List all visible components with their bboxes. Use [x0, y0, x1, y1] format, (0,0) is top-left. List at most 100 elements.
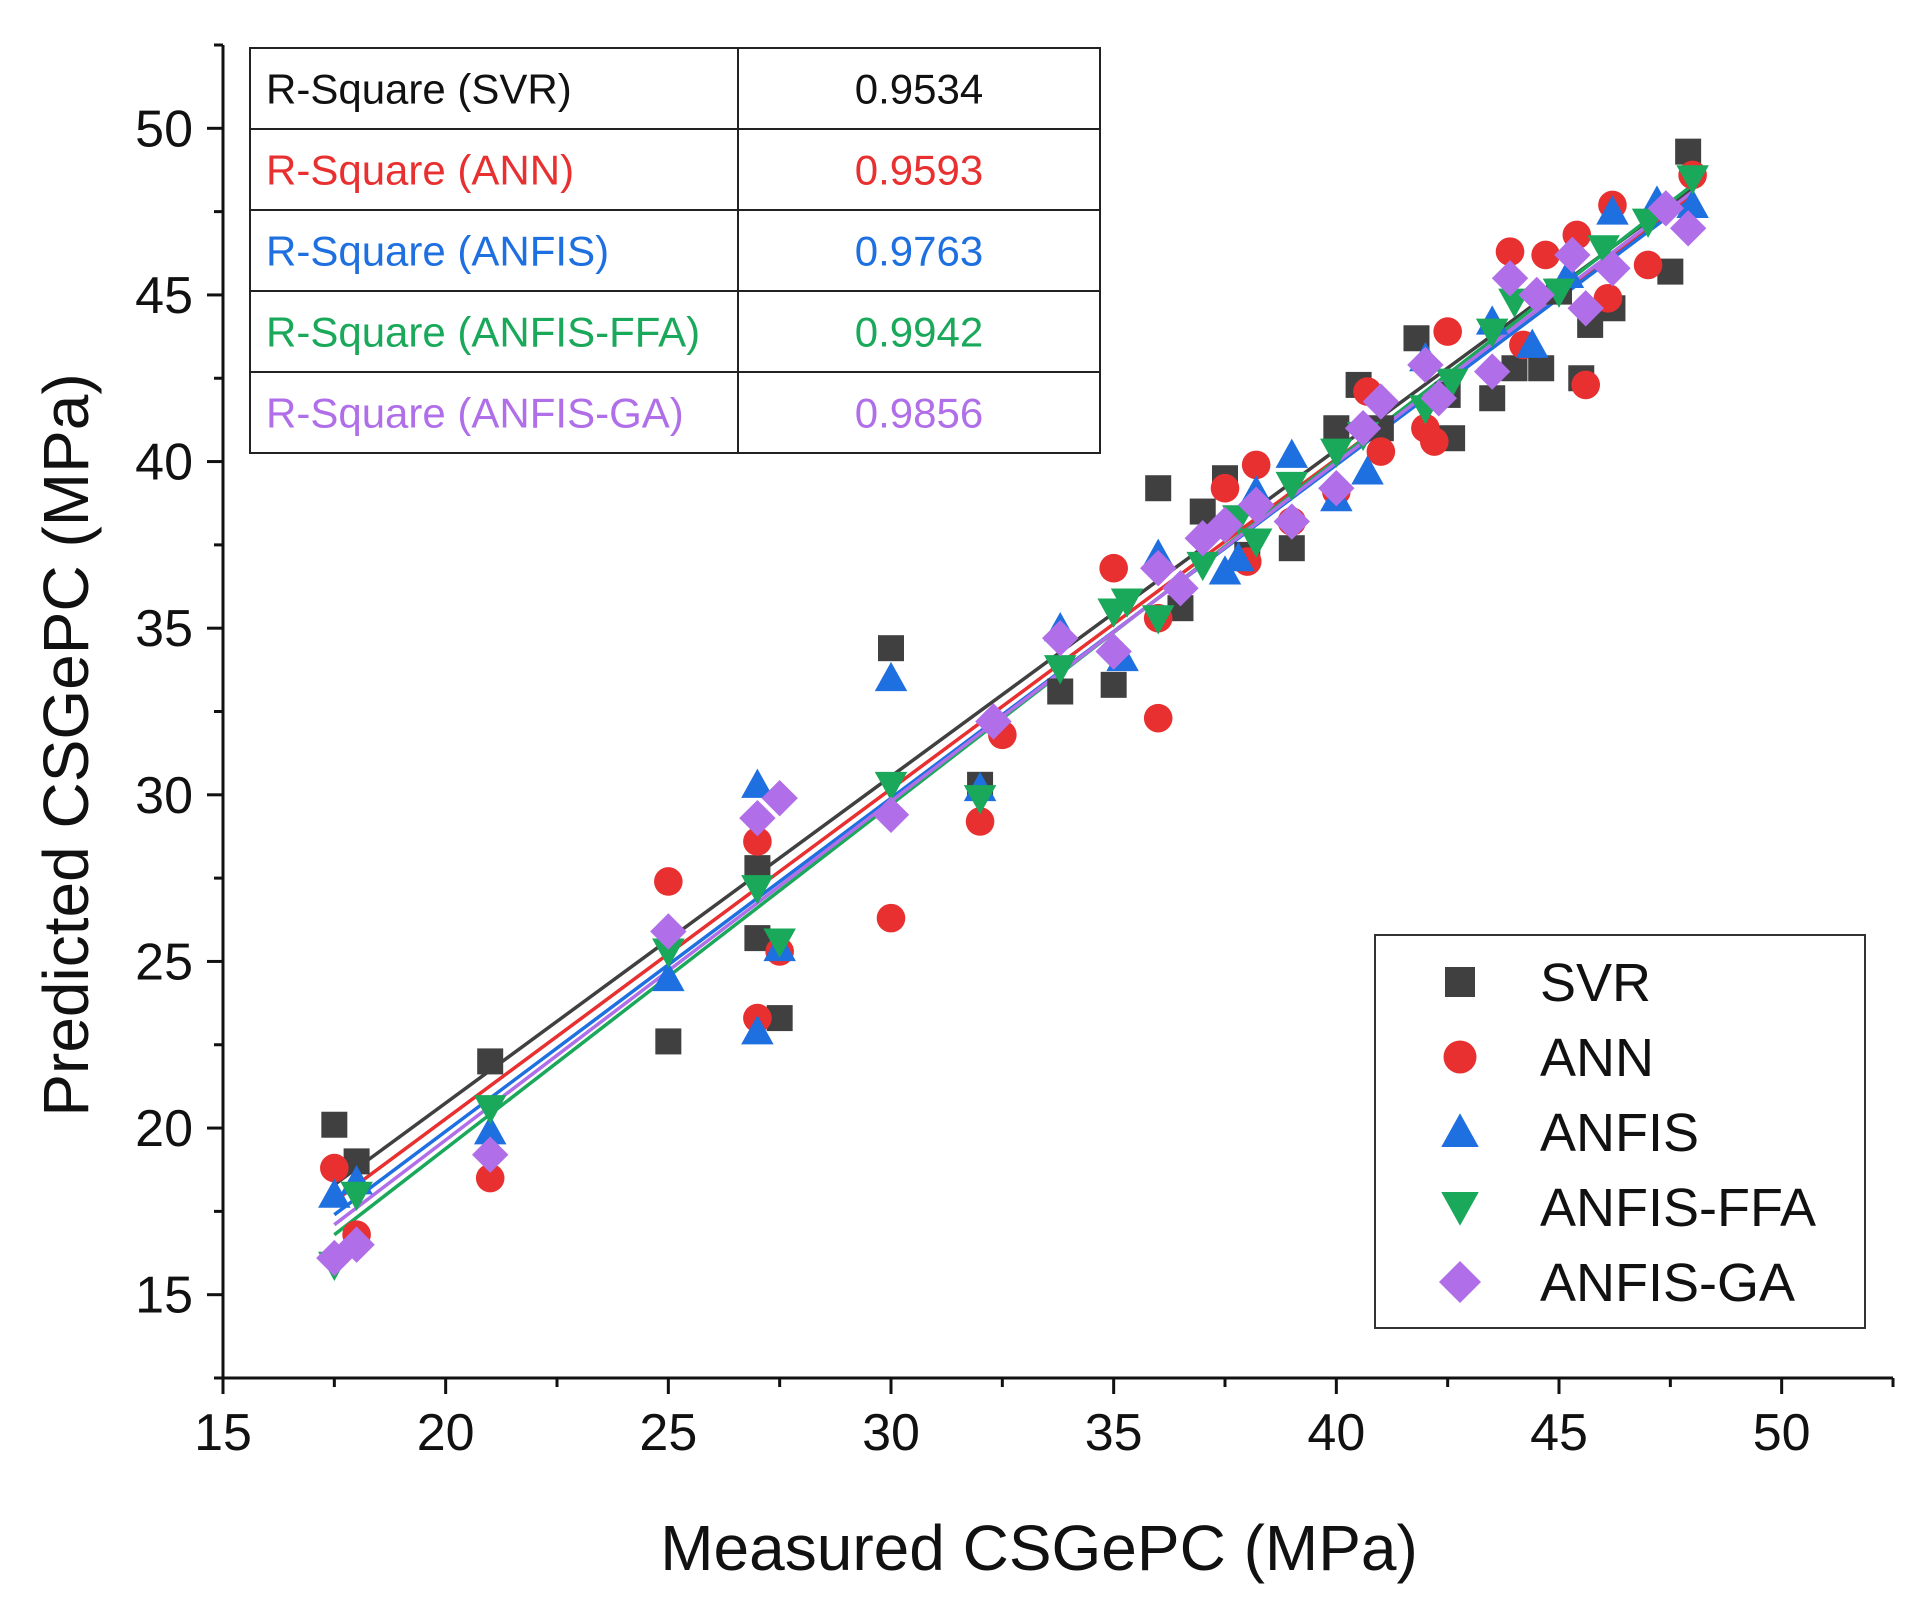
data-point	[874, 661, 908, 692]
data-point	[1099, 553, 1128, 583]
data-point	[1518, 276, 1555, 314]
table-value: 0.9856	[855, 390, 983, 437]
data-point	[763, 928, 796, 958]
table-label: R-Square (ANFIS)	[266, 228, 609, 275]
data-point	[878, 635, 904, 662]
data-point	[1571, 370, 1601, 400]
data-point	[340, 1181, 373, 1211]
x-tick-label: 30	[862, 1404, 920, 1462]
x-axis-label: Measured CSGePC (MPa)	[660, 1512, 1418, 1584]
y-tick-label: 20	[135, 1100, 193, 1158]
data-point	[1647, 190, 1685, 227]
data-point	[1474, 353, 1511, 390]
y-tick-label: 45	[135, 267, 193, 325]
data-point	[1318, 470, 1355, 507]
data-point	[473, 1115, 507, 1145]
data-point	[1351, 455, 1384, 485]
y-axis-label: Predicted CSGePC (MPa)	[30, 373, 102, 1116]
data-point	[1420, 427, 1449, 456]
data-point	[1206, 506, 1244, 544]
y-tick-label: 25	[135, 933, 193, 991]
table-label: R-Square (ANN)	[266, 147, 574, 194]
data-point	[741, 875, 774, 905]
legend: SVR ANN ANFIS ANFIS-FFA ANFIS-GA	[1374, 934, 1866, 1329]
data-point	[1433, 317, 1462, 346]
data-point	[1239, 528, 1273, 558]
series-anfis-ga	[316, 190, 1707, 1277]
data-point	[1275, 438, 1309, 468]
data-point	[1528, 355, 1555, 382]
legend-label: ANFIS-FFA	[1540, 1178, 1816, 1238]
data-point	[1237, 486, 1275, 524]
data-point	[652, 938, 685, 968]
data-point	[473, 1095, 507, 1125]
legend-marker	[1445, 967, 1475, 997]
data-point	[650, 913, 687, 950]
data-point	[1594, 250, 1631, 287]
table-frame	[249, 47, 1101, 454]
data-point	[1043, 655, 1077, 685]
table-value: 0.9534	[855, 66, 983, 113]
legend-marker	[1441, 1192, 1479, 1226]
data-point	[872, 796, 910, 834]
data-point	[1362, 383, 1400, 420]
data-point	[1145, 475, 1172, 502]
data-point	[321, 1111, 348, 1138]
data-point	[1435, 368, 1469, 398]
data-point	[1669, 210, 1707, 247]
data-point	[1366, 437, 1396, 466]
data-point	[874, 771, 908, 802]
data-point	[1184, 520, 1221, 557]
data-point	[761, 779, 798, 817]
data-point	[1095, 633, 1132, 670]
y-tick-label: 40	[135, 434, 193, 492]
data-point	[963, 785, 997, 815]
data-point	[1110, 588, 1144, 618]
data-point	[1516, 328, 1549, 358]
table-value: 0.9942	[855, 309, 983, 356]
data-point	[1676, 165, 1709, 195]
data-point	[1554, 236, 1591, 274]
x-tick-label: 35	[1085, 1404, 1143, 1462]
data-point	[318, 1178, 351, 1208]
fit-lines	[333, 183, 1694, 1237]
data-point	[1275, 471, 1309, 502]
data-point	[965, 807, 995, 836]
data-point	[1186, 551, 1219, 582]
table-label: R-Square (ANFIS-GA)	[266, 390, 684, 437]
legend-marker	[1439, 1261, 1481, 1303]
data-point	[876, 903, 906, 933]
data-point	[741, 1015, 774, 1045]
x-tick-label: 20	[417, 1404, 475, 1462]
data-point	[1141, 605, 1175, 635]
axes: 15 20 25 30 35 40 45 50 15 20 25 30 35 40 45 50	[135, 43, 1895, 1462]
y-tick-label: 50	[135, 100, 193, 158]
y-tick-label: 30	[135, 767, 193, 825]
data-point	[1100, 671, 1127, 698]
data-point	[1633, 250, 1663, 280]
data-point	[1676, 188, 1709, 218]
data-point	[1143, 703, 1173, 733]
data-markers	[316, 138, 1709, 1281]
data-point	[1531, 240, 1560, 270]
data-point	[1273, 503, 1310, 540]
x-tick-label: 25	[639, 1404, 697, 1462]
data-point	[1344, 410, 1382, 447]
table-value: 0.9763	[855, 228, 983, 275]
data-point	[1587, 235, 1620, 265]
legend-label: SVR	[1540, 953, 1651, 1013]
data-point	[320, 1153, 349, 1183]
data-point	[655, 1028, 682, 1055]
data-point	[1495, 237, 1525, 266]
legend-label: ANFIS-GA	[1540, 1253, 1795, 1313]
data-point	[1241, 450, 1271, 480]
y-tick-label: 15	[135, 1267, 193, 1325]
table-label: R-Square (SVR)	[266, 66, 572, 113]
fit-line-anfis-ga	[333, 190, 1694, 1227]
data-point	[477, 1048, 504, 1075]
data-point	[1140, 550, 1177, 587]
data-point	[1475, 318, 1509, 348]
x-tick-label: 50	[1753, 1404, 1811, 1462]
r-square-table: R-Square (SVR) 0.9534 R-Square (ANN) 0.9593…	[249, 47, 1101, 454]
